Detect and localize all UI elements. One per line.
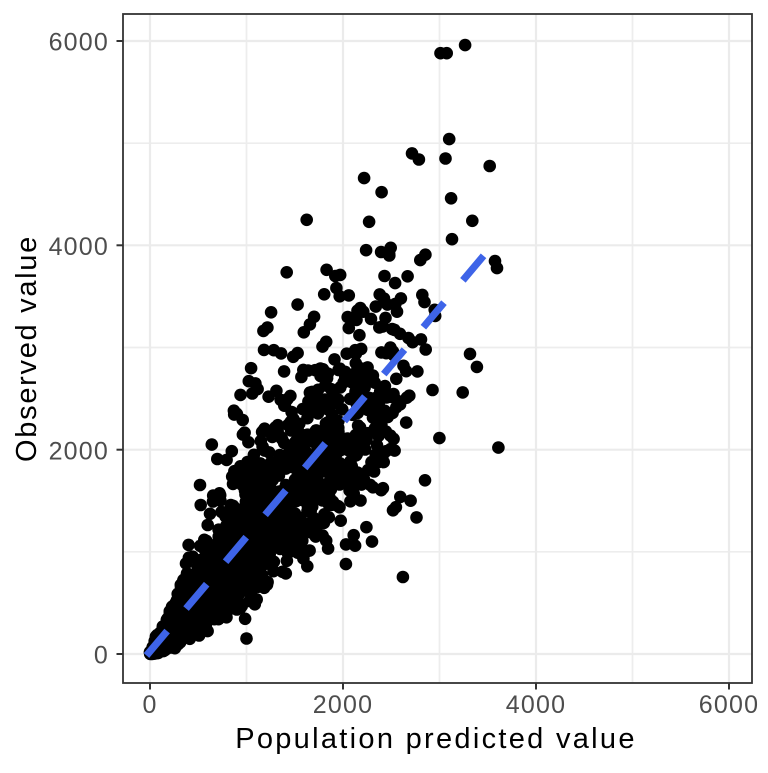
svg-text:0: 0 [142,691,157,719]
svg-text:6000: 6000 [699,691,759,719]
svg-text:2000: 2000 [49,437,109,465]
svg-text:4000: 4000 [49,233,109,261]
svg-text:6000: 6000 [49,29,109,57]
svg-text:Observed value: Observed value [11,235,43,462]
svg-text:Population predicted value: Population predicted value [235,723,637,755]
svg-text:4000: 4000 [506,691,566,719]
svg-text:2000: 2000 [313,691,373,719]
svg-text:0: 0 [94,642,109,670]
